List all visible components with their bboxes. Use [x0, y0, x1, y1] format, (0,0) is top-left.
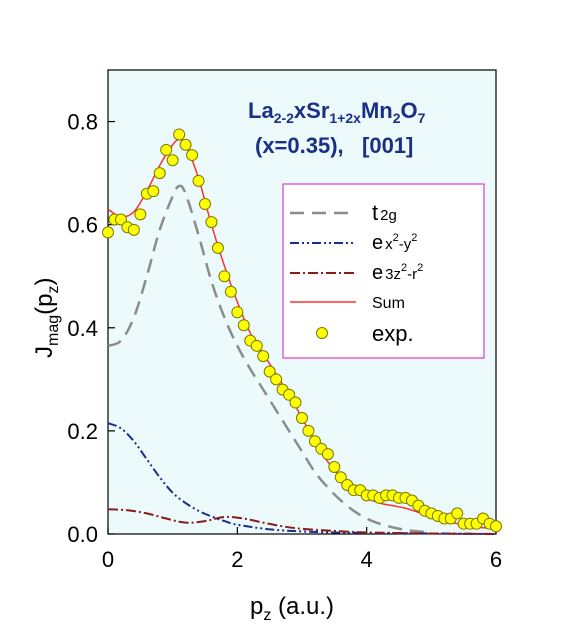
exp-point: [218, 270, 231, 283]
exp-point: [289, 396, 302, 409]
annotation-direction: (x=0.35), [001]: [255, 133, 413, 158]
exp-point: [334, 471, 347, 484]
legend-label-e3z2r2: e 3z2-r2: [372, 262, 423, 284]
exp-point: [490, 520, 502, 533]
exp-point: [186, 149, 199, 162]
exp-point: [114, 213, 127, 226]
exp-point: [166, 154, 179, 167]
exp-point: [153, 167, 166, 180]
exp-point: [127, 223, 140, 236]
y-axis-title: Jmag(pz): [31, 278, 62, 358]
x-tick-label: 6: [490, 547, 502, 572]
annotation-formula: La2-2xSr1+2xMn2O7: [248, 98, 426, 126]
exp-point: [102, 226, 114, 239]
x-tick-label: 4: [361, 547, 373, 572]
legend-label-t2g: t 2g: [372, 200, 397, 225]
exp-point: [205, 216, 218, 229]
exp-point: [302, 424, 315, 437]
series-line-t2g: [107, 184, 432, 534]
exp-point: [270, 373, 283, 386]
exp-point: [296, 412, 308, 424]
exp-point: [328, 460, 341, 473]
exp-point: [237, 319, 250, 332]
exp-point: [134, 208, 147, 221]
exp-point: [199, 198, 211, 211]
x-tick-label: 0: [102, 547, 114, 572]
exp-points: [102, 128, 502, 533]
axes: 0 2 4 6 0.0 0.2 0.4 0.6 0.8: [67, 110, 502, 572]
exp-point: [179, 138, 192, 151]
y-tick-label: 0.4: [67, 316, 98, 341]
exp-point: [192, 174, 205, 187]
y-tick-label: 0.6: [67, 213, 98, 238]
legend-swatch-exp: [316, 327, 328, 339]
exp-point: [250, 339, 263, 352]
exp-point: [224, 285, 237, 298]
exp-point: [160, 143, 173, 156]
series-line-e3z2r2: [107, 508, 497, 535]
exp-point: [263, 365, 276, 378]
exp-point: [211, 241, 224, 254]
y-tick-label: 0.2: [67, 419, 98, 444]
legend-label-exp: exp.: [372, 321, 414, 346]
exp-point: [257, 350, 270, 363]
exp-point: [308, 435, 321, 448]
x-axis-title: pz (a.u.): [250, 593, 334, 624]
legend-label-sum: Sum: [372, 295, 405, 312]
exp-point: [147, 185, 160, 198]
y-tick-label: 0.8: [67, 110, 98, 135]
x-tick-label: 2: [231, 547, 243, 572]
exp-point: [321, 448, 334, 461]
exp-point: [173, 128, 186, 141]
exp-point: [283, 388, 296, 401]
exp-point: [231, 306, 244, 319]
legend-label-ex2y2: e x2-y2: [372, 232, 417, 254]
exp-point: [451, 507, 464, 520]
legend: t 2g e x2-y2 e 3z2-r2 Sum exp.: [282, 183, 485, 359]
y-tick-label: 0.0: [67, 522, 98, 547]
